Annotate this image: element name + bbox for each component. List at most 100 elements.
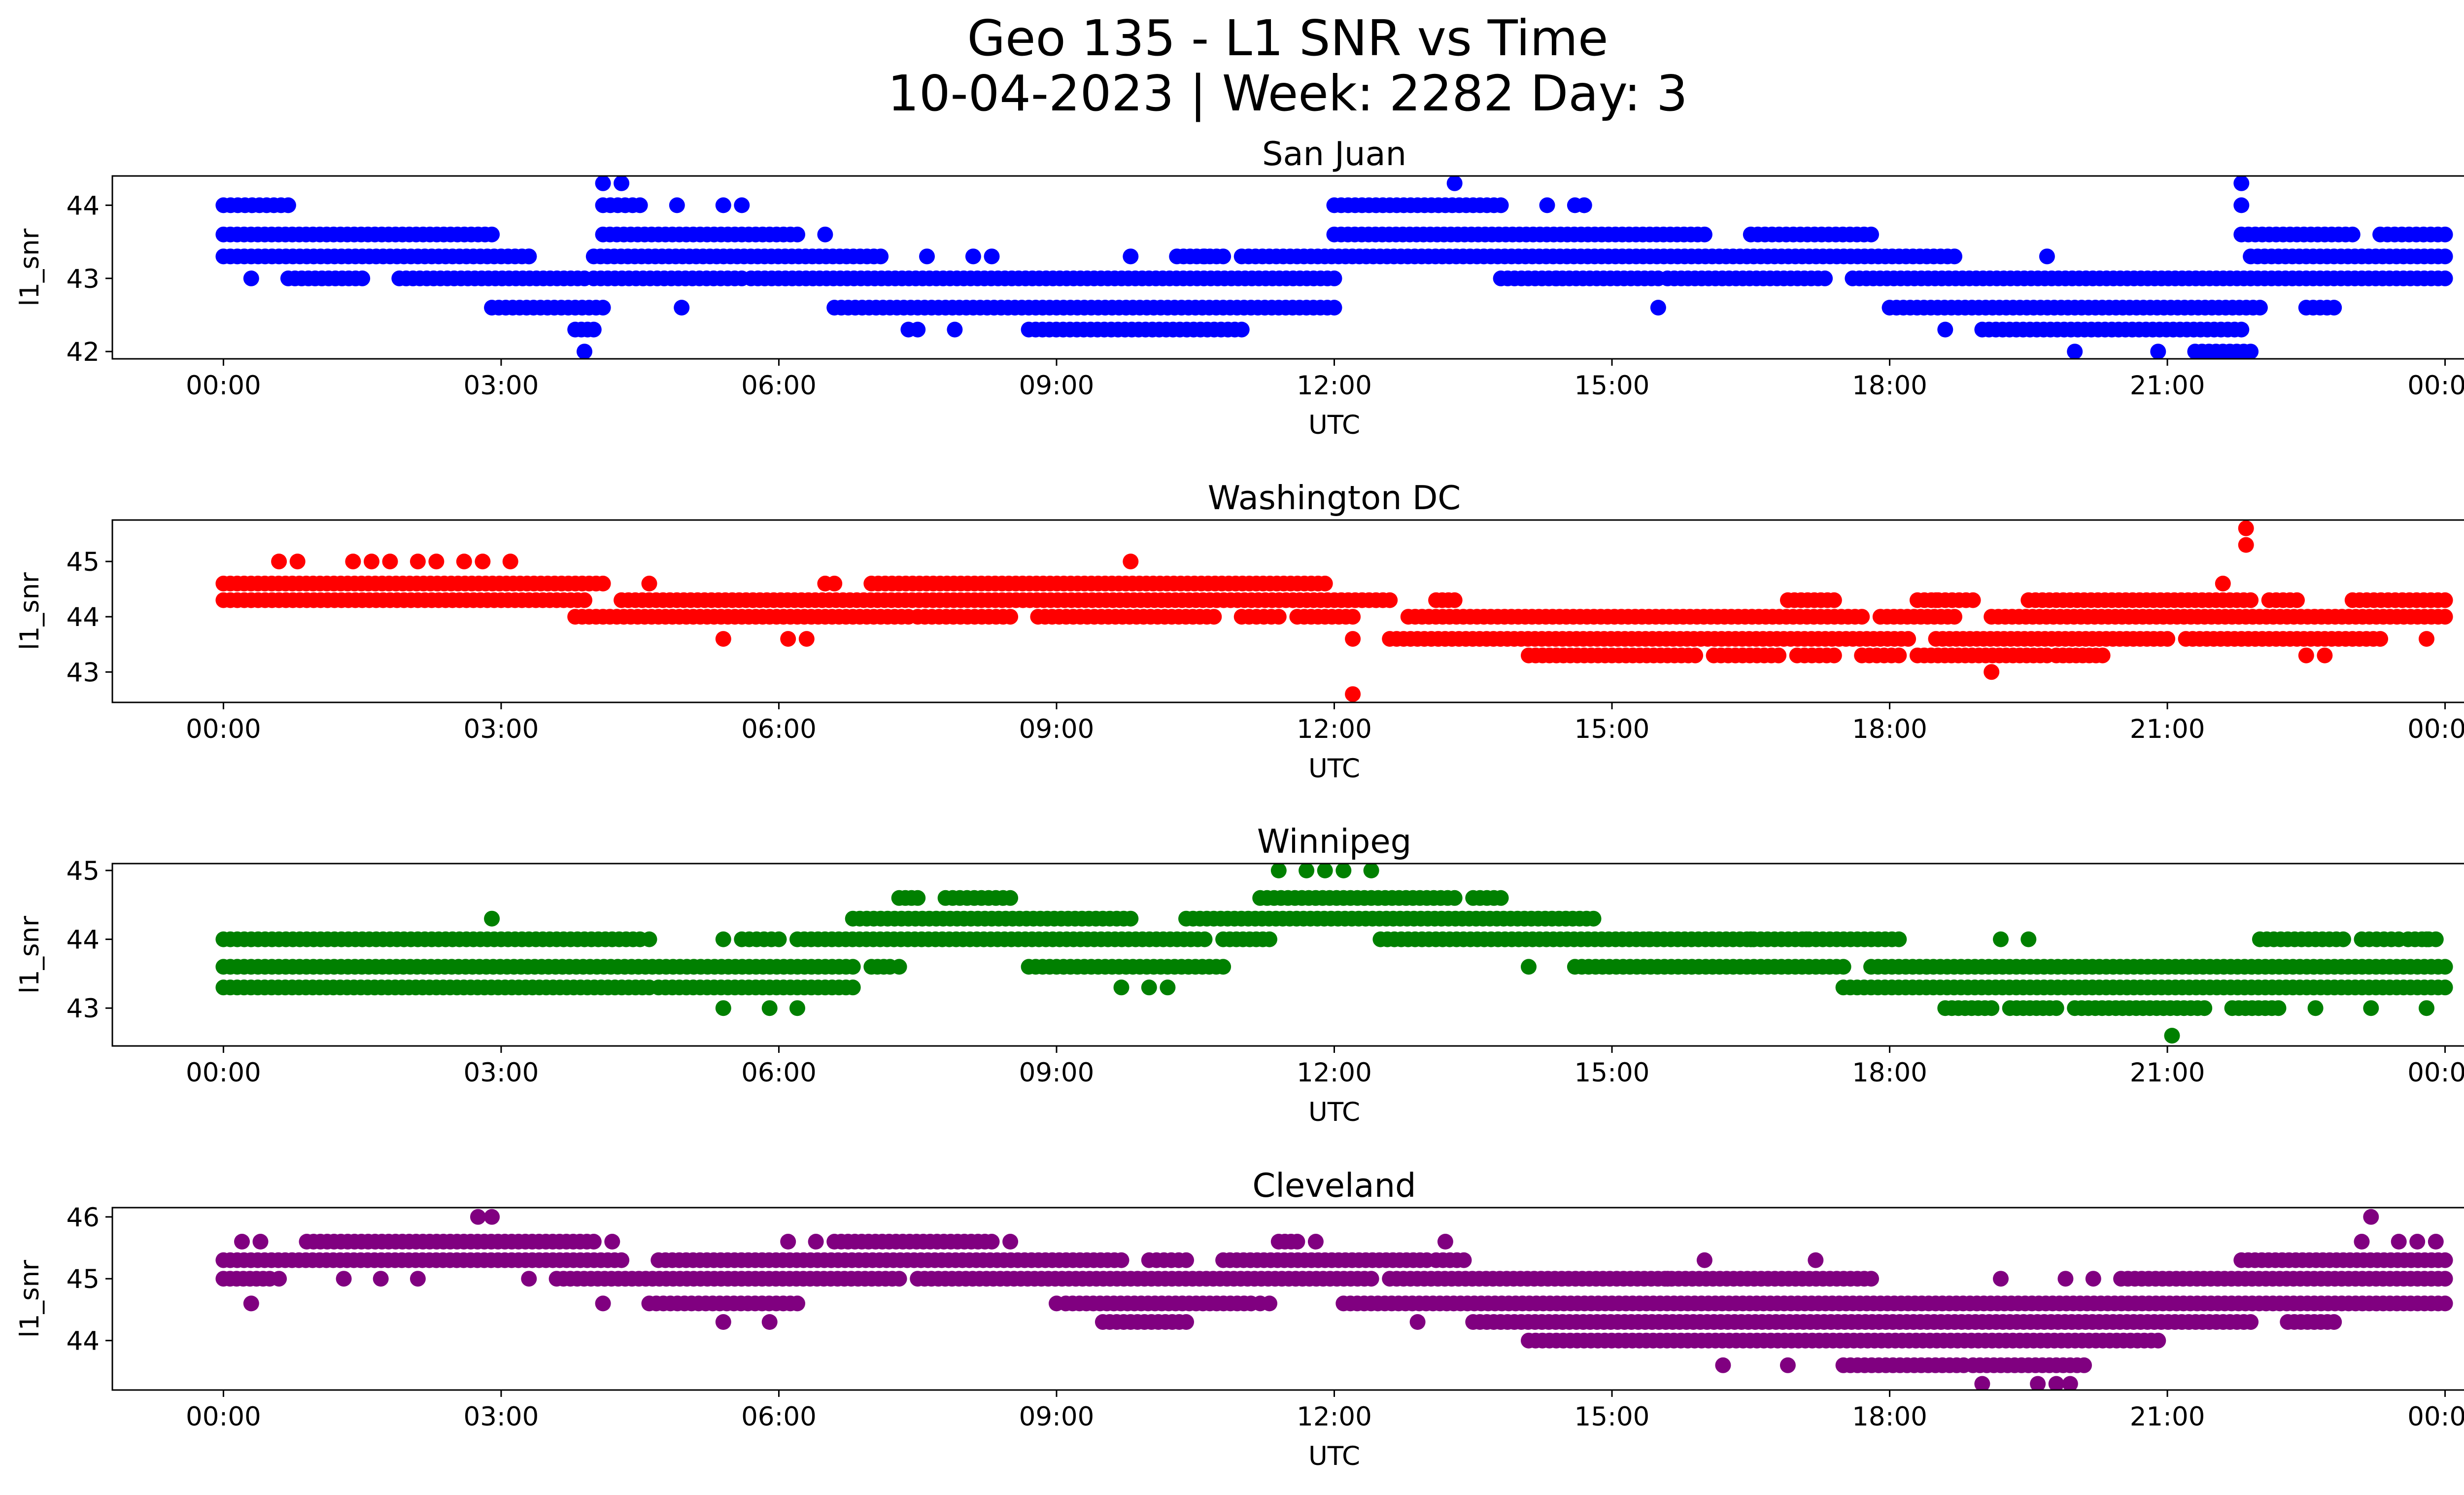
data-point <box>2437 270 2453 286</box>
data-point <box>1049 1295 1064 1312</box>
y-tick-label: 45 <box>67 547 100 577</box>
data-point <box>595 575 611 591</box>
data-point <box>2233 197 2250 213</box>
x-tick-label: 06:00 <box>741 1058 817 1088</box>
data-point <box>595 300 611 316</box>
data-point <box>1891 647 1907 663</box>
data-point <box>2076 1357 2092 1373</box>
data-point <box>1317 864 1333 878</box>
subplot-title: Washington DC <box>1208 479 1461 517</box>
data-point <box>2150 344 2166 359</box>
data-point <box>2020 931 2037 947</box>
data-point <box>382 554 398 570</box>
data-point <box>891 1271 907 1287</box>
data-markers <box>215 176 2453 359</box>
data-point <box>1437 1234 1453 1250</box>
data-point <box>771 931 787 947</box>
data-point <box>336 1271 352 1287</box>
data-point <box>2437 1271 2453 1287</box>
data-point <box>891 959 907 975</box>
x-tick-label: 15:00 <box>1574 371 1650 401</box>
data-point <box>2419 931 2434 947</box>
data-point <box>1641 931 1657 947</box>
data-point <box>2048 1376 2064 1390</box>
y-tick-label: 44 <box>67 925 100 955</box>
x-axis-label: UTC <box>1308 410 1360 440</box>
data-point <box>1947 248 1962 265</box>
data-point <box>2437 959 2453 975</box>
data-point <box>1233 321 1250 338</box>
data-point <box>2238 537 2254 553</box>
data-point <box>674 300 690 316</box>
x-tick-label: 18:00 <box>1852 1402 1927 1432</box>
data-point <box>1446 890 1463 906</box>
data-point <box>2419 631 2434 647</box>
data-point <box>1696 1252 1712 1268</box>
data-point <box>1891 931 1907 947</box>
data-point <box>984 248 1000 265</box>
data-point <box>1539 197 1555 213</box>
x-tick-label: 09:00 <box>1019 1058 1095 1088</box>
series-band-42_6 <box>484 300 2342 316</box>
data-point <box>817 226 833 243</box>
data-point <box>475 554 491 570</box>
y-tick-label: 44 <box>67 602 100 632</box>
data-point <box>2215 575 2231 591</box>
data-point <box>1993 1271 2009 1287</box>
x-tick-label: 15:00 <box>1574 1402 1650 1432</box>
x-tick-label: 00:00 <box>186 371 261 401</box>
data-point <box>470 1209 486 1225</box>
data-point <box>789 1295 805 1312</box>
data-point <box>1326 300 1342 316</box>
data-point <box>1363 864 1379 878</box>
data-point <box>521 1271 537 1287</box>
data-point <box>2270 1000 2287 1016</box>
y-tick-label: 43 <box>67 994 100 1024</box>
data-point <box>428 554 445 570</box>
y-axis-label: l1_snr <box>15 1260 45 1338</box>
data-point <box>2039 248 2055 265</box>
data-point <box>2057 1271 2074 1287</box>
data-point <box>1270 609 1287 625</box>
data-point <box>1197 248 1213 265</box>
series-band-43 <box>1937 1000 2287 1016</box>
x-tick-label: 00:00 <box>186 1058 261 1088</box>
series-band-45_6 <box>299 1234 1305 1250</box>
data-point <box>2150 1332 2166 1349</box>
x-tick-label: 18:00 <box>1852 371 1927 401</box>
data-point <box>1262 1295 1277 1312</box>
x-tick-label: 12:00 <box>1297 1058 1372 1088</box>
data-point <box>715 631 731 647</box>
series-band-42 <box>2187 344 2259 359</box>
data-point <box>484 226 500 243</box>
subplot-title: Cleveland <box>1252 1166 1416 1205</box>
data-point <box>2252 300 2268 316</box>
y-tick-label: 45 <box>67 856 100 886</box>
y-axis-label: l1_snr <box>15 228 45 306</box>
data-point <box>2233 321 2250 338</box>
data-point <box>521 248 537 265</box>
series-band-44 <box>215 931 2444 947</box>
data-point <box>1446 592 1463 608</box>
data-point <box>2030 1376 2046 1390</box>
data-point <box>364 554 379 570</box>
series-band-42_3 <box>567 321 2250 338</box>
x-tick-label: 00:00 <box>2407 714 2464 744</box>
data-point <box>1687 647 1704 663</box>
data-point <box>1576 197 1592 213</box>
data-point <box>502 554 518 570</box>
data-point <box>641 575 657 591</box>
data-point <box>577 344 592 359</box>
x-tick-label: 18:00 <box>1852 714 1927 744</box>
data-point <box>2437 592 2453 608</box>
data-point <box>1493 890 1509 906</box>
data-point <box>2391 1234 2407 1250</box>
x-tick-label: 03:00 <box>464 714 539 744</box>
data-point <box>2437 979 2453 996</box>
data-point <box>1974 1376 1990 1390</box>
data-point <box>734 197 750 213</box>
data-markers <box>215 864 2453 1044</box>
data-point <box>2238 520 2254 536</box>
data-point <box>1270 864 1287 878</box>
y-tick-label: 44 <box>67 191 100 221</box>
